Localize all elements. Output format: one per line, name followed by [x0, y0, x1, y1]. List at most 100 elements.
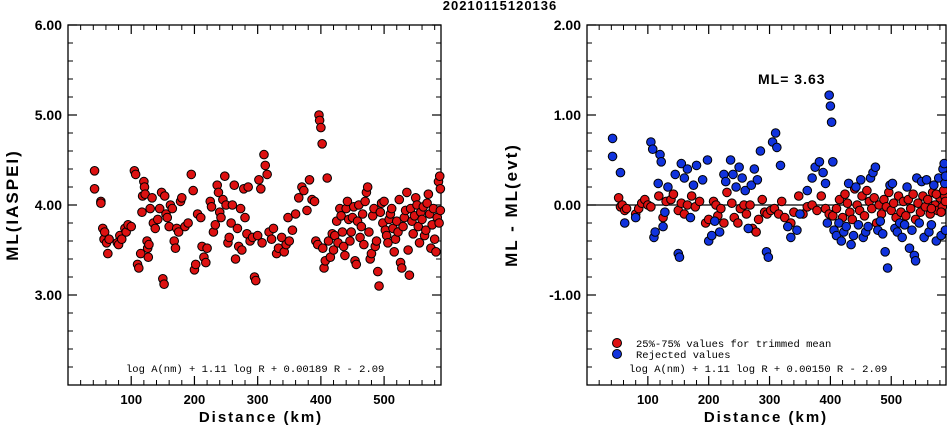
- magnitude-point: [340, 250, 350, 261]
- rejected-point: [720, 176, 731, 187]
- magnitude-point: [159, 191, 170, 201]
- trimmed-point: [751, 227, 761, 237]
- magnitude-point: [154, 203, 165, 214]
- rejected-point: [670, 169, 681, 180]
- magnitude-point: [144, 239, 154, 250]
- magnitude-point: [89, 166, 100, 176]
- rejected-point: [706, 230, 717, 241]
- magnitude-point: [397, 263, 407, 273]
- magnitude-point: [116, 234, 127, 244]
- rejected-point: [836, 236, 847, 246]
- trimmed-point: [722, 187, 732, 198]
- trimmed-point: [936, 207, 946, 217]
- rejected-point: [904, 243, 915, 253]
- trimmed-point: [682, 200, 693, 210]
- magnitude-point: [338, 241, 349, 252]
- rejected-point: [877, 229, 888, 239]
- right-y-tick-label: 0.00: [554, 197, 581, 213]
- trimmed-point: [905, 203, 916, 214]
- magnitude-point: [351, 259, 362, 270]
- magnitude-point: [316, 122, 326, 133]
- magnitude-point: [130, 169, 141, 180]
- magnitude-point: [362, 182, 373, 192]
- rejected-point: [615, 167, 626, 178]
- trimmed-point: [753, 214, 764, 225]
- rejected-point: [807, 173, 817, 183]
- rejected-point: [882, 263, 893, 273]
- rejected-point: [607, 133, 618, 144]
- magnitude-point: [126, 221, 137, 232]
- magnitude-point: [337, 227, 348, 237]
- magnitude-point: [243, 182, 253, 192]
- trimmed-point: [646, 202, 656, 212]
- rejected-point: [926, 220, 937, 230]
- magnitude-point: [257, 238, 267, 248]
- magnitude-point: [250, 275, 261, 286]
- rejected-point: [897, 232, 907, 243]
- trimmed-point: [776, 196, 787, 207]
- magnitude-point: [230, 254, 241, 264]
- rejected-point: [709, 216, 720, 226]
- magnitude-point: [317, 243, 328, 253]
- rejected-point: [863, 221, 873, 232]
- left-y-tick-label: 3.00: [35, 287, 62, 303]
- magnitude-point: [299, 185, 309, 196]
- trimmed-point: [908, 189, 918, 199]
- trimmed-point: [733, 218, 743, 228]
- magnitude-point: [104, 234, 114, 244]
- rejected-point: [647, 144, 658, 154]
- rejected-point: [775, 160, 786, 171]
- rejected-point: [731, 182, 741, 192]
- rejected-point: [679, 173, 690, 183]
- right-y-tick-label: -1.00: [549, 287, 581, 303]
- rejected-point: [880, 247, 890, 257]
- rejected-point: [660, 207, 670, 217]
- rejected-point: [674, 252, 685, 263]
- magnitude-point: [283, 212, 293, 223]
- rejected-point: [851, 182, 861, 192]
- right-x-tick-label: 300: [759, 392, 781, 407]
- rejected-point: [795, 209, 805, 219]
- magnitude-point: [186, 169, 197, 180]
- right-formula: log A(nm) + 1.11 log R + 0.00150 R - 2.0…: [629, 364, 887, 376]
- right-panel: ML - ML(evt) Distance (km) ML= 3.63 log …: [502, 17, 947, 426]
- magnitude-point: [143, 252, 154, 263]
- rejected-point: [682, 164, 693, 174]
- magnitude-point: [359, 239, 369, 250]
- rejected-point: [875, 216, 886, 226]
- left-panel: ML(IASPEI) Distance (km) log A(nm) + 1.1…: [3, 17, 446, 426]
- trimmed-point: [847, 214, 858, 225]
- rejected-point: [691, 160, 702, 171]
- magnitude-point: [201, 257, 211, 268]
- trimmed-point: [842, 198, 853, 208]
- rejected-point: [740, 185, 751, 196]
- magnitude-point: [422, 198, 432, 208]
- rejected-point: [910, 256, 921, 266]
- rejected-point: [914, 218, 925, 228]
- magnitude-point: [162, 212, 173, 223]
- right-x-tick-label: 500: [880, 392, 902, 407]
- magnitude-point: [357, 209, 368, 219]
- magnitude-point: [394, 194, 405, 205]
- magnitude-point: [237, 245, 247, 255]
- rejected-point: [763, 252, 774, 263]
- magnitude-point: [147, 193, 157, 203]
- rejected-point: [899, 220, 910, 230]
- rejected-point: [822, 218, 833, 228]
- left-x-axis-label: Distance (km): [199, 409, 323, 426]
- magnitude-point: [360, 196, 370, 207]
- trimmed-point: [931, 189, 942, 199]
- magnitude-point: [287, 225, 298, 235]
- magnitude-point: [423, 189, 434, 199]
- magnitude-point: [224, 232, 235, 243]
- magnitude-point: [206, 202, 217, 212]
- magnitude-point: [435, 205, 446, 216]
- rejected-point: [902, 182, 912, 192]
- rejected-point: [826, 117, 837, 127]
- magnitude-point: [342, 196, 353, 207]
- magnitude-point: [356, 221, 367, 232]
- magnitude-point: [167, 203, 178, 214]
- magnitude-point: [254, 175, 264, 185]
- rejected-point: [607, 151, 618, 162]
- magnitude-point: [268, 223, 279, 234]
